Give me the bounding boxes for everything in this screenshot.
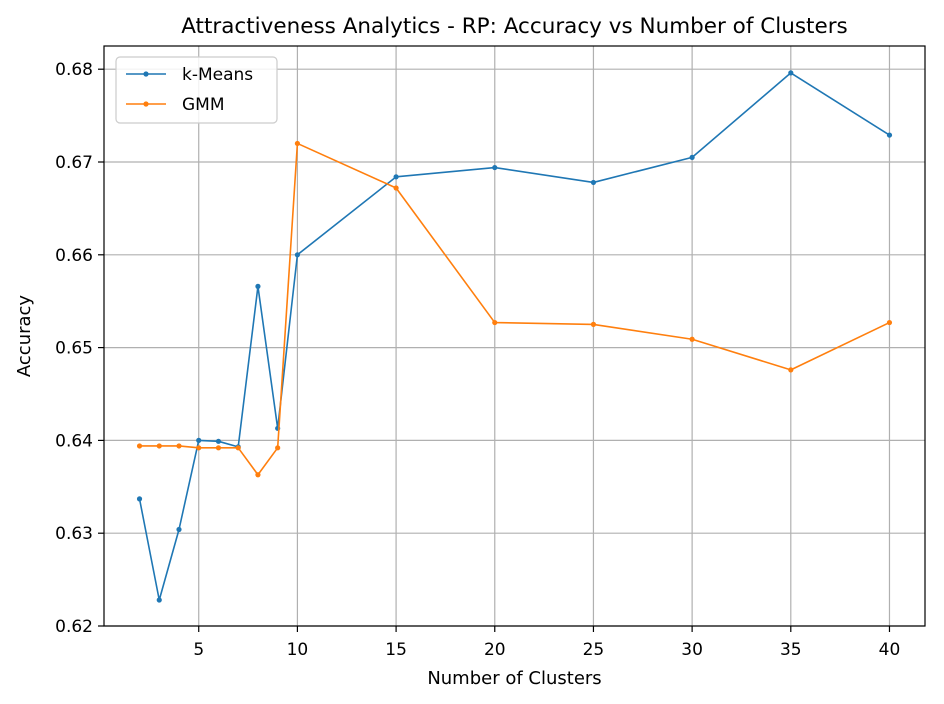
data-point xyxy=(788,367,794,373)
legend-label: GMM xyxy=(182,95,225,115)
x-tick-label: 30 xyxy=(681,640,703,660)
y-tick-label: 0.62 xyxy=(55,617,93,637)
data-point xyxy=(255,283,261,289)
y-tick-label: 0.65 xyxy=(55,339,93,359)
data-point xyxy=(492,319,498,326)
data-point xyxy=(156,597,162,603)
x-axis-label: Number of Clusters xyxy=(427,668,601,689)
data-point xyxy=(689,154,695,160)
x-tick-label: 15 xyxy=(385,640,407,660)
plot-frame xyxy=(103,45,926,627)
data-point xyxy=(255,472,261,478)
data-point xyxy=(176,443,182,449)
data-point xyxy=(196,437,202,443)
x-axis: 5 10 15 20 25 30 35 40 xyxy=(193,626,900,660)
x-tick-label: 40 xyxy=(879,640,901,660)
x-tick-label: 10 xyxy=(287,640,309,660)
data-point xyxy=(886,132,893,138)
data-point xyxy=(294,252,301,258)
data-point xyxy=(136,496,143,502)
y-tick-label: 0.64 xyxy=(55,431,93,451)
data-point xyxy=(590,321,597,327)
data-point xyxy=(294,140,301,147)
legend-marker xyxy=(143,101,149,107)
legend-marker xyxy=(143,71,149,77)
x-tick-label: 20 xyxy=(484,640,506,660)
x-tick-label: 5 xyxy=(193,640,204,660)
data-point xyxy=(788,70,794,76)
y-tick-label: 0.67 xyxy=(55,153,93,173)
data-point xyxy=(176,526,182,533)
legend-label: k-Means xyxy=(182,65,253,85)
data-point xyxy=(235,445,241,451)
series-layer xyxy=(136,70,893,603)
data-point xyxy=(393,185,399,191)
data-point xyxy=(393,174,399,180)
x-tick-label: 35 xyxy=(780,640,802,660)
y-axis-label: Accuracy xyxy=(14,295,35,378)
data-point xyxy=(886,319,893,326)
chart-title: Attractiveness Analytics - RP: Accuracy … xyxy=(181,14,848,39)
data-point xyxy=(196,445,202,451)
data-point xyxy=(136,443,143,449)
y-tick-label: 0.66 xyxy=(55,246,93,266)
data-point xyxy=(215,438,222,444)
y-tick-label: 0.68 xyxy=(55,60,93,80)
data-point xyxy=(689,336,695,342)
data-point xyxy=(590,179,597,186)
data-point xyxy=(156,443,162,449)
legend: k-Means GMM xyxy=(115,56,278,124)
y-axis: 0.62 0.63 0.64 0.65 0.66 0.67 0.68 xyxy=(55,60,104,637)
data-point xyxy=(492,164,498,171)
data-point xyxy=(215,445,222,451)
data-point xyxy=(275,445,281,451)
y-tick-label: 0.63 xyxy=(55,524,93,544)
x-tick-label: 25 xyxy=(583,640,605,660)
